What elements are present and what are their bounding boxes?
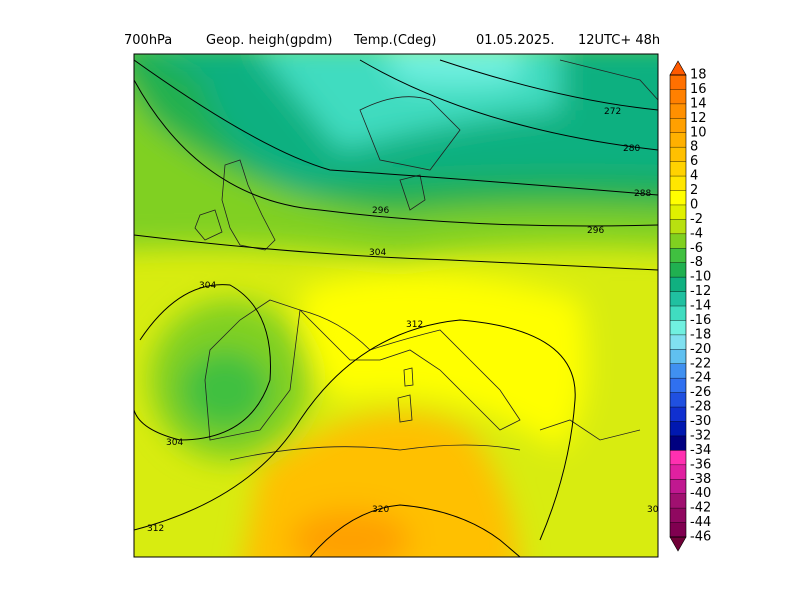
contour-label: 296 (372, 206, 389, 216)
colorbar-label: 0 (690, 197, 698, 212)
colorbar-box (670, 450, 686, 466)
contour-label: 280 (623, 144, 640, 154)
colorbar-label: 2 (690, 183, 698, 198)
colorbar-box (670, 204, 686, 220)
colorbar-box (670, 147, 686, 163)
colorbar-box (670, 89, 686, 105)
colorbar-box (670, 479, 686, 495)
colorbar-label: -32 (690, 428, 711, 443)
colorbar-label: -42 (690, 501, 711, 516)
colorbar-box (670, 493, 686, 509)
title-level: 700hPa (124, 33, 172, 48)
temperature-field (134, 54, 658, 557)
colorbar-label: 14 (690, 96, 707, 111)
colorbar-label: -6 (690, 241, 703, 256)
colorbar-box (670, 320, 686, 336)
colorbar-box (670, 291, 686, 307)
colorbar-label: 16 (690, 82, 707, 97)
colorbar-label: -30 (690, 414, 711, 429)
colorbar-box (670, 378, 686, 394)
colorbar-box (670, 190, 686, 206)
contour-label: 312 (147, 524, 164, 534)
title: 700hPa Geop. heigh(gpdm) Temp.(Cdeg) 01.… (124, 33, 660, 48)
colorbar-label: -28 (690, 400, 711, 415)
colorbar-label: -12 (690, 284, 711, 299)
colorbar-label: 10 (690, 125, 707, 140)
colorbar-box (670, 132, 686, 148)
title-field1: Geop. heigh(gpdm) (206, 33, 332, 48)
colorbar-box (670, 392, 686, 408)
colorbar-label: -16 (690, 313, 711, 328)
isohypses (134, 59, 658, 557)
contour-label: 304 (166, 438, 183, 448)
colorbar-label: -4 (690, 226, 703, 241)
colorbar-box (670, 464, 686, 480)
colorbar-box (670, 75, 686, 90)
colorbar-label: -14 (690, 299, 711, 314)
colorbar-label: 12 (690, 111, 707, 126)
title-date: 01.05.2025. (476, 33, 555, 48)
contour-label: 320 (372, 505, 389, 515)
colorbar-box (670, 103, 686, 119)
colorbar-label: -2 (690, 212, 703, 227)
colorbar-box (670, 334, 686, 350)
colorbar-box (670, 508, 686, 524)
colorbar-label: -36 (690, 457, 711, 472)
colorbar-box (670, 262, 686, 278)
coastlines (194, 59, 658, 461)
colorbar-box (670, 233, 686, 249)
colorbar-box (670, 161, 686, 177)
contour-label: 304 (369, 248, 386, 258)
colorbar-box (670, 349, 686, 365)
contour-label: 272 (604, 107, 621, 117)
colorbar-label: -34 (690, 443, 711, 458)
colorbar-label: -26 (690, 385, 711, 400)
colorbar-under (669, 536, 687, 552)
title-field2: Temp.(Cdeg) (353, 33, 437, 48)
colorbar-box (670, 363, 686, 379)
colorbar-label: 6 (690, 154, 698, 169)
colorbar-over (669, 60, 687, 76)
colorbar-box (670, 522, 686, 538)
title-run: 12UTC+ 48h (578, 33, 660, 48)
contour-label: 304 (199, 281, 216, 291)
map-frame (133, 53, 659, 558)
colorbar-label: -38 (690, 472, 711, 487)
colorbar-label: -22 (690, 356, 711, 371)
colorbar-label: 4 (690, 169, 698, 184)
colorbar-label: -44 (690, 515, 711, 530)
contour-label: 30 (647, 505, 659, 515)
colorbar-label: 18 (690, 68, 707, 83)
colorbar-label: -40 (690, 486, 711, 501)
contour-label: 288 (634, 189, 651, 199)
colorbar-label: -18 (690, 327, 711, 342)
colorbar-box (670, 219, 686, 235)
colorbar-label: -46 (690, 530, 711, 545)
colorbar-box (670, 407, 686, 422)
colorbar-label: -10 (690, 270, 711, 285)
colorbar-box (670, 421, 686, 437)
colorbar-label: 8 (690, 140, 698, 155)
colorbar-box (670, 306, 686, 321)
colorbar-label: -8 (690, 255, 703, 270)
colorbar-label: -24 (690, 371, 711, 386)
colorbar-label: -20 (690, 342, 711, 357)
colorbar-box (670, 176, 686, 191)
colorbar: 181614121086420-2-4-6-8-10-12-14-16-18-2… (669, 60, 711, 552)
contour-label: 312 (406, 320, 423, 330)
colorbar-box (670, 248, 686, 264)
contour-label: 296 (587, 226, 604, 236)
contour-labels: 272 280 288 296 296 304 304 304 312 312 … (147, 107, 659, 534)
colorbar-box (670, 435, 686, 451)
colorbar-box (670, 118, 686, 134)
colorbar-box (670, 277, 686, 293)
